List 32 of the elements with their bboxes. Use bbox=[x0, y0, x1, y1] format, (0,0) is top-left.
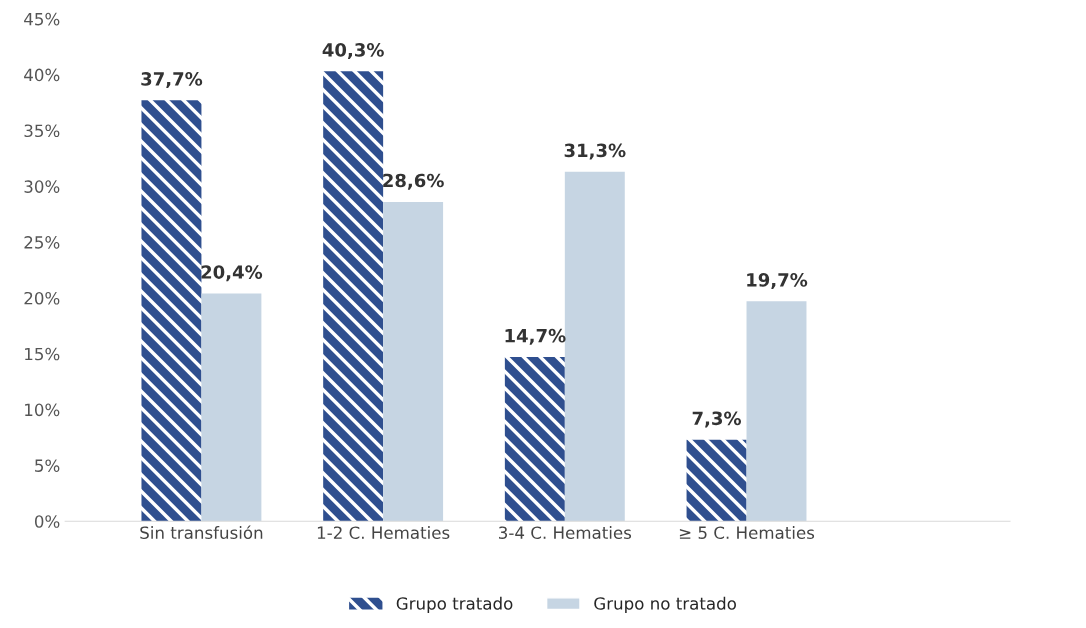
data-label: 20,4% bbox=[201, 265, 263, 282]
y-tick-label: 0% bbox=[34, 515, 60, 528]
x-tick-label: ≥ 5 C. Hematies bbox=[679, 526, 815, 539]
bar bbox=[201, 293, 262, 522]
data-label: 7,3% bbox=[692, 411, 741, 428]
data-label: 31,3% bbox=[564, 143, 626, 160]
y-tick-label: 40% bbox=[24, 68, 60, 82]
x-tick-label: 3-4 C. Hematies bbox=[499, 526, 632, 539]
data-label: 40,3% bbox=[322, 43, 384, 60]
data-label: 28,6% bbox=[383, 173, 444, 190]
bar bbox=[746, 301, 807, 522]
x-tick-label: 1-2 C. Hematies bbox=[317, 526, 450, 539]
y-tick-label: 5% bbox=[35, 459, 60, 472]
y-tick-label: 20% bbox=[24, 291, 60, 305]
x-tick-label: Sin transfusión bbox=[140, 525, 263, 539]
y-tick-label: 15% bbox=[25, 347, 60, 361]
data-label: 37,7% bbox=[141, 72, 203, 89]
data-label: 14,7% bbox=[505, 328, 566, 345]
bar bbox=[323, 71, 384, 522]
bar bbox=[564, 171, 625, 522]
bar bbox=[383, 201, 444, 522]
y-tick-label: 10% bbox=[25, 403, 60, 417]
bar bbox=[141, 100, 202, 522]
legend-label: Grupo no tratado bbox=[594, 596, 736, 613]
y-tick-label: 35% bbox=[24, 124, 60, 138]
y-tick-label: 30% bbox=[24, 180, 60, 193]
bar bbox=[686, 439, 747, 522]
y-tick-label: 45% bbox=[24, 12, 60, 26]
data-label: 19,7% bbox=[747, 273, 808, 289]
y-tick-label: 25% bbox=[24, 236, 60, 249]
legend-label: Grupo tratado bbox=[396, 596, 513, 613]
bar bbox=[504, 357, 565, 522]
